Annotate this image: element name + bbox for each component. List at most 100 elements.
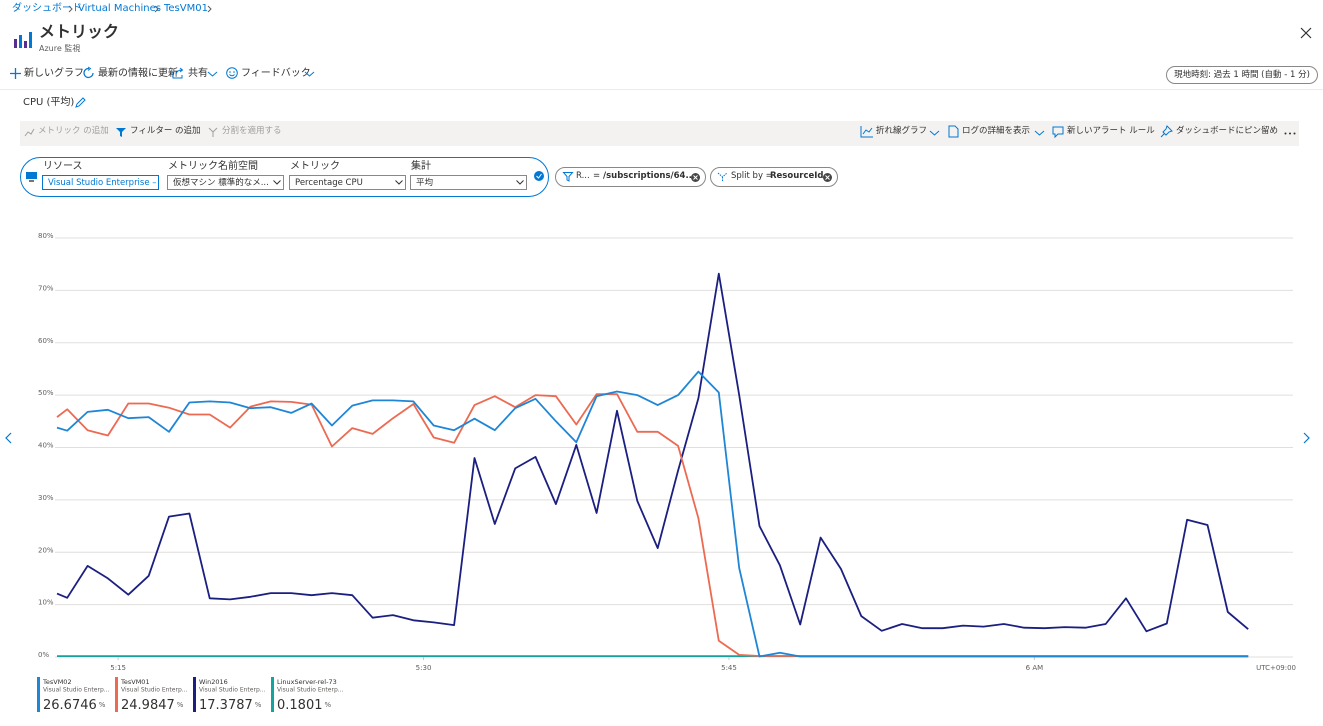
check-icon — [534, 171, 544, 181]
refresh-icon — [83, 66, 94, 79]
page-subtitle: Azure 監視 — [39, 44, 81, 53]
logs-icon — [948, 125, 959, 138]
metric-dropdown[interactable]: Percentage CPU — [289, 175, 406, 190]
x-axis-note: UTC+09:00 — [1256, 664, 1296, 672]
legend-subtitle: Visual Studio Enterp... — [277, 687, 344, 694]
x-tick-label: 5:45 — [721, 664, 737, 672]
selector-label: メトリック — [290, 161, 340, 172]
command-button[interactable]: 分割を適用する — [222, 126, 282, 136]
legend-summary: 0.1801% — [277, 698, 332, 713]
legend-swatch — [115, 677, 118, 712]
breadcrumb-link[interactable]: Virtual Machines — [78, 3, 161, 14]
legend-name: TesVM01 — [120, 678, 150, 686]
filter-icon — [116, 128, 126, 137]
filter-operator: = — [593, 171, 601, 181]
legend-name: LinuxServer-rel-73 — [277, 678, 337, 686]
chevron — [395, 180, 403, 185]
legend-name: TesVM02 — [42, 678, 72, 686]
selector-label: メトリック名前空間 — [168, 161, 258, 172]
split-icon — [717, 172, 728, 181]
y-tick-label: 80% — [38, 232, 54, 240]
page-title: メトリック — [39, 22, 120, 41]
legend-subtitle: Visual Studio Enterp... — [43, 687, 110, 694]
time-range-button[interactable]: 現地時刻: 過去 1 時間 (自動 - 1 分) — [1166, 66, 1318, 84]
legend-swatch — [271, 677, 274, 712]
aggregation-dropdown[interactable]: 平均 — [410, 175, 527, 190]
resource-input[interactable]: Visual Studio Enterprise – ... — [42, 175, 159, 190]
next-arrow[interactable] — [1303, 432, 1310, 444]
command-button[interactable]: 新しいアラート ルール — [1067, 126, 1155, 136]
split-pill[interactable] — [710, 167, 838, 187]
divider — [0, 89, 1323, 90]
alert-icon — [1052, 126, 1064, 139]
remove-filter[interactable] — [691, 173, 700, 182]
new-chart-icon — [10, 68, 21, 79]
y-tick-label: 30% — [38, 494, 54, 502]
split-icon — [208, 127, 218, 137]
chevron — [273, 180, 281, 185]
series-line — [56, 393, 1249, 657]
filter-value: /subscriptions/64... — [603, 171, 696, 181]
y-tick-label: 0% — [38, 651, 49, 659]
toolbar-button[interactable]: フィードバック — [241, 68, 311, 79]
line-chart-icon — [860, 126, 873, 138]
previous-arrow[interactable] — [5, 432, 12, 444]
legend-subtitle: Visual Studio Enterp... — [121, 687, 188, 694]
breadcrumb-separator — [68, 5, 73, 13]
toolbar-button[interactable]: 最新の情報に更新 — [98, 68, 178, 79]
legend-value: 17.3787 — [199, 698, 253, 713]
command-button[interactable]: ログの詳細を表示 — [962, 126, 1031, 136]
y-tick-label: 40% — [38, 442, 54, 450]
command-button[interactable]: メトリック の追加 — [38, 126, 109, 136]
breadcrumb-link[interactable]: TesVM01 — [164, 3, 208, 14]
filter-icon — [562, 172, 574, 182]
feedback-icon — [226, 67, 238, 79]
vm-icon — [26, 172, 37, 182]
legend-swatch — [193, 677, 196, 712]
legend-unit: % — [99, 701, 106, 709]
toolbar-button[interactable]: 共有 — [188, 68, 208, 79]
breadcrumb-link[interactable]: ダッシュボード — [12, 3, 82, 14]
split-value: ResourceId — [770, 171, 824, 181]
more-button[interactable] — [1284, 132, 1296, 135]
chevron — [516, 180, 524, 185]
chevron — [207, 71, 218, 77]
filter-key: R... — [576, 171, 590, 181]
legend-summary: 17.3787% — [199, 698, 262, 713]
breadcrumb-separator — [207, 5, 212, 13]
legend-value: 26.6746 — [43, 698, 97, 713]
chevron — [1034, 130, 1045, 136]
breadcrumb-separator — [154, 5, 159, 13]
legend-subtitle: Visual Studio Enterp... — [199, 687, 266, 694]
remove-split[interactable] — [823, 173, 832, 182]
share-icon — [172, 67, 184, 79]
add-metric-icon — [24, 128, 35, 137]
toolbar-button[interactable]: 新しいグラフ — [24, 68, 84, 79]
y-tick-label: 10% — [38, 599, 54, 607]
selector-label: 集計 — [411, 161, 431, 172]
metrics-icon — [14, 32, 32, 48]
command-bar — [20, 121, 1299, 146]
legend-unit: % — [177, 701, 184, 709]
command-button[interactable]: ダッシュボードにピン留め — [1176, 126, 1279, 136]
legend-summary: 26.6746% — [43, 698, 106, 713]
filter-pill[interactable] — [555, 167, 706, 187]
x-tick-label: 6 AM — [1026, 664, 1044, 672]
series-line — [56, 272, 1249, 633]
command-button[interactable]: フィルター の追加 — [130, 126, 201, 136]
command-button[interactable]: 折れ線グラフ — [876, 126, 928, 136]
namespace-dropdown[interactable]: 仮想マシン 標準的なメ... — [167, 175, 284, 190]
close-button[interactable] — [1300, 27, 1312, 39]
legend-value: 24.9847 — [121, 698, 175, 713]
series-line — [56, 370, 1249, 658]
y-tick-label: 50% — [38, 389, 54, 397]
selector-label: リソース — [43, 161, 83, 172]
legend-unit: % — [255, 701, 262, 709]
legend-name: Win2016 — [199, 678, 228, 686]
chart-title: CPU (平均) — [23, 97, 75, 108]
edit-icon[interactable] — [75, 97, 86, 108]
chevron — [304, 71, 315, 77]
